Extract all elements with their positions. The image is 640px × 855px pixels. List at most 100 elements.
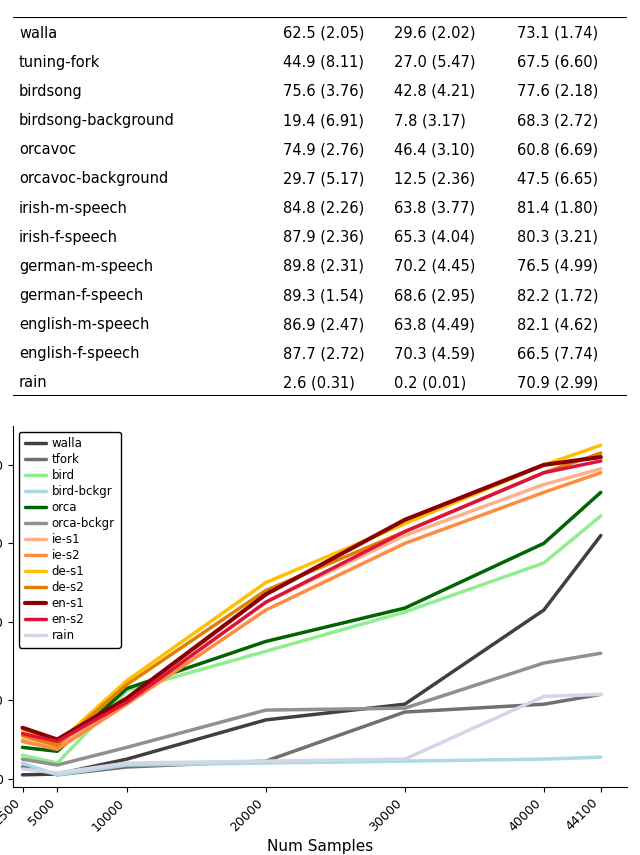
Text: 68.6 (2.95): 68.6 (2.95) xyxy=(394,288,475,303)
Text: tuning-fork: tuning-fork xyxy=(19,55,100,70)
Text: 70.9 (2.99): 70.9 (2.99) xyxy=(516,375,598,391)
walla xyxy=(262,715,269,725)
tfork xyxy=(262,756,269,766)
rain xyxy=(123,758,131,768)
Text: irish-f-speech: irish-f-speech xyxy=(19,230,118,245)
X-axis label: Num Samples: Num Samples xyxy=(267,840,373,854)
de-s2 xyxy=(597,448,605,458)
bird-bckgr xyxy=(123,760,131,770)
Line: rain: rain xyxy=(22,694,601,773)
ie-s1 xyxy=(123,695,131,705)
bird xyxy=(540,557,548,568)
walla xyxy=(401,699,408,710)
Line: walla: walla xyxy=(22,535,601,775)
de-s1 xyxy=(597,440,605,451)
de-s2 xyxy=(54,740,61,751)
Text: 76.5 (4.99): 76.5 (4.99) xyxy=(516,259,598,274)
en-s2 xyxy=(597,456,605,466)
Text: 65.3 (4.04): 65.3 (4.04) xyxy=(394,230,475,245)
walla xyxy=(54,769,61,779)
Text: 12.5 (2.36): 12.5 (2.36) xyxy=(394,171,475,186)
Text: 27.0 (5.47): 27.0 (5.47) xyxy=(394,55,476,70)
tfork xyxy=(123,762,131,772)
Line: ie-s2: ie-s2 xyxy=(22,473,601,749)
Text: 42.8 (4.21): 42.8 (4.21) xyxy=(394,84,475,99)
tfork xyxy=(401,707,408,717)
de-s2 xyxy=(123,680,131,690)
orca xyxy=(123,683,131,693)
de-s1 xyxy=(123,675,131,686)
ie-s2 xyxy=(19,736,26,746)
Text: 82.1 (4.62): 82.1 (4.62) xyxy=(516,317,598,332)
Line: en-s1: en-s1 xyxy=(22,457,601,740)
tfork xyxy=(540,699,548,710)
Line: orca-bckgr: orca-bckgr xyxy=(22,653,601,765)
de-s1 xyxy=(401,519,408,529)
en-s1 xyxy=(262,589,269,599)
Text: 89.8 (2.31): 89.8 (2.31) xyxy=(283,259,364,274)
Legend: walla, tfork, bird, bird-bckgr, orca, orca-bckgr, ie-s1, ie-s2, de-s1, de-s2, en: walla, tfork, bird, bird-bckgr, orca, or… xyxy=(19,432,121,648)
ie-s1 xyxy=(262,597,269,607)
rain xyxy=(54,768,61,778)
de-s1 xyxy=(262,577,269,587)
Text: 0.2 (0.01): 0.2 (0.01) xyxy=(394,375,466,391)
orca xyxy=(54,746,61,757)
en-s2 xyxy=(54,736,61,746)
Text: 66.5 (7.74): 66.5 (7.74) xyxy=(516,346,598,362)
tfork xyxy=(19,762,26,772)
bird xyxy=(54,758,61,768)
Text: 89.3 (1.54): 89.3 (1.54) xyxy=(283,288,364,303)
de-s1 xyxy=(19,727,26,737)
Text: 67.5 (6.60): 67.5 (6.60) xyxy=(516,55,598,70)
ie-s2 xyxy=(597,468,605,478)
Text: 19.4 (6.91): 19.4 (6.91) xyxy=(283,113,364,128)
bird-bckgr xyxy=(540,754,548,764)
Text: german-f-speech: german-f-speech xyxy=(19,288,143,303)
bird-bckgr xyxy=(401,756,408,766)
Text: 87.7 (2.72): 87.7 (2.72) xyxy=(283,346,365,362)
Text: orcavoc: orcavoc xyxy=(19,142,76,157)
rain xyxy=(401,754,408,764)
orca-bckgr xyxy=(401,703,408,713)
ie-s2 xyxy=(262,605,269,616)
Text: 81.4 (1.80): 81.4 (1.80) xyxy=(516,201,598,215)
orca-bckgr xyxy=(54,760,61,770)
Text: 62.5 (2.05): 62.5 (2.05) xyxy=(283,26,365,41)
orca-bckgr xyxy=(262,705,269,716)
de-s1 xyxy=(540,460,548,470)
orca-bckgr xyxy=(540,657,548,668)
Text: 74.9 (2.76): 74.9 (2.76) xyxy=(283,142,365,157)
bird-bckgr xyxy=(54,770,61,780)
Text: 84.8 (2.26): 84.8 (2.26) xyxy=(283,201,364,215)
bird xyxy=(123,686,131,696)
Text: orcavoc-background: orcavoc-background xyxy=(19,171,168,186)
Text: birdsong: birdsong xyxy=(19,84,83,99)
Text: 7.8 (3.17): 7.8 (3.17) xyxy=(394,113,466,128)
orca-bckgr xyxy=(123,742,131,752)
de-s1 xyxy=(54,739,61,749)
orca xyxy=(262,636,269,646)
Text: 29.6 (2.02): 29.6 (2.02) xyxy=(394,26,476,41)
tfork xyxy=(54,770,61,780)
bird-bckgr xyxy=(597,752,605,763)
ie-s2 xyxy=(123,699,131,710)
Text: 68.3 (2.72): 68.3 (2.72) xyxy=(516,113,598,128)
walla xyxy=(19,770,26,780)
ie-s2 xyxy=(401,539,408,549)
orca-bckgr xyxy=(597,648,605,658)
Text: 46.4 (3.10): 46.4 (3.10) xyxy=(394,142,475,157)
orca-bckgr xyxy=(19,754,26,764)
Text: 75.6 (3.76): 75.6 (3.76) xyxy=(283,84,364,99)
orca xyxy=(19,742,26,752)
Line: de-s1: de-s1 xyxy=(22,445,601,744)
Text: english-m-speech: english-m-speech xyxy=(19,317,149,332)
Text: german-m-speech: german-m-speech xyxy=(19,259,153,274)
Text: 82.2 (1.72): 82.2 (1.72) xyxy=(516,288,598,303)
Line: ie-s1: ie-s1 xyxy=(22,469,601,747)
Text: 70.2 (4.45): 70.2 (4.45) xyxy=(394,259,475,274)
Text: 29.7 (5.17): 29.7 (5.17) xyxy=(283,171,365,186)
en-s1 xyxy=(123,693,131,704)
Text: 77.6 (2.18): 77.6 (2.18) xyxy=(516,84,598,99)
bird xyxy=(19,750,26,760)
en-s2 xyxy=(401,527,408,537)
